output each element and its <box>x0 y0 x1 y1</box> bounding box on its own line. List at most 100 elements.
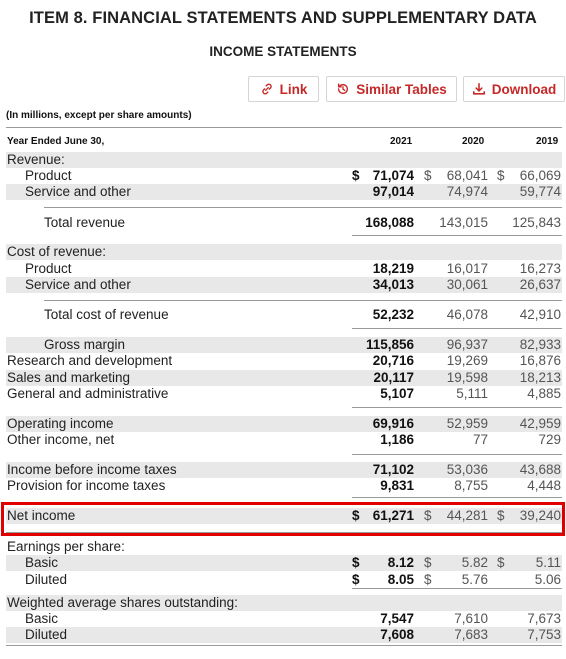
value-cell-2021: 168,088 <box>352 215 414 231</box>
value: 71,074 <box>372 168 414 183</box>
row-divider <box>44 300 562 301</box>
value: 7,683 <box>454 627 488 642</box>
row-label: Operating income <box>7 416 114 431</box>
value: 7,673 <box>527 611 561 626</box>
table-row: Income before income taxes 71,102 53,036 43… <box>6 462 562 478</box>
value: 16,017 <box>446 261 488 276</box>
value: 5.06 <box>534 572 561 587</box>
value-cell-2021: 18,219 <box>352 261 414 277</box>
value: 18,213 <box>519 370 561 385</box>
value-cell-2020: 46,078 <box>424 307 488 323</box>
row-label: Research and development <box>7 353 173 368</box>
value: 44,281 <box>446 508 488 523</box>
table-row: Product 18,219 16,017 16,273 <box>6 261 562 277</box>
value-cell-2021: 7,608 <box>352 627 414 643</box>
download-button[interactable]: Download <box>463 76 565 102</box>
table-row: Weighted average shares outstanding: <box>6 595 562 611</box>
table-row: Total revenue 168,088 143,015 125,843 <box>6 215 562 231</box>
value-cell-2019: 18,213 <box>497 370 561 386</box>
column-header: Year Ended June 30, 2021 2020 2019 <box>6 128 562 155</box>
page-title: ITEM 8. FINANCIAL STATEMENTS AND SUPPLEM… <box>29 9 537 27</box>
download-icon <box>472 82 486 96</box>
value: 71,102 <box>372 462 414 477</box>
value: 16,273 <box>519 261 561 276</box>
value-cell-2020: $44,281 <box>424 508 488 524</box>
row-label: Basic <box>25 611 59 626</box>
value-cell-2020: 52,959 <box>424 416 488 432</box>
value-cell-2021: 97,014 <box>352 184 414 200</box>
row-divider <box>352 328 562 329</box>
currency-symbol: $ <box>497 508 505 523</box>
value-cell-2020: 8,755 <box>424 478 488 494</box>
value-cell-2020: $5.82 <box>424 555 488 571</box>
row-label: Earnings per share: <box>7 539 125 554</box>
value: 168,088 <box>365 215 414 230</box>
value: 59,774 <box>519 184 561 199</box>
row-divider <box>352 407 562 408</box>
row-label: Product <box>25 168 72 183</box>
column-header-2021: 2021 <box>390 136 413 147</box>
table-row: Other income, net 1,186 77 729 <box>6 432 562 448</box>
value: 8.12 <box>387 555 414 570</box>
value-cell-2019: 82,933 <box>497 337 561 353</box>
value-cell-2020: 19,269 <box>424 353 488 369</box>
currency-symbol: $ <box>352 572 360 587</box>
row-divider <box>352 235 562 236</box>
value: 1,186 <box>380 432 414 447</box>
currency-symbol: $ <box>352 508 360 523</box>
value: 5.11 <box>535 555 561 570</box>
value: 77 <box>472 432 488 447</box>
units-note: (In millions, except per share amounts) <box>6 110 192 121</box>
value: 46,078 <box>446 307 488 322</box>
table-row: Cost of revenue: <box>6 244 562 260</box>
value-cell-2021: 20,117 <box>352 370 414 386</box>
value: 74,974 <box>446 184 488 199</box>
value: 20,117 <box>373 370 414 385</box>
value: 16,876 <box>519 353 561 368</box>
value-cell-2020: 143,015 <box>424 215 488 231</box>
value-cell-2020: 30,061 <box>424 277 488 293</box>
value-cell-2021: 1,186 <box>352 432 414 448</box>
value: 7,547 <box>380 611 414 626</box>
table-row: Sales and marketing 20,117 19,598 18,213 <box>6 370 562 386</box>
value: 68,041 <box>446 168 488 183</box>
value-cell-2021: 115,856 <box>352 337 414 353</box>
row-label: Diluted <box>25 572 68 587</box>
value-cell-2019: 26,637 <box>497 277 561 293</box>
link-button[interactable]: Link <box>248 76 319 102</box>
table-row: Earnings per share: <box>6 539 562 555</box>
similar-tables-button[interactable]: Similar Tables <box>326 76 457 102</box>
column-header-2019: 2019 <box>536 136 559 147</box>
currency-symbol: $ <box>497 168 505 183</box>
row-divider <box>352 454 562 455</box>
row-label: Total cost of revenue <box>44 307 169 322</box>
value: 4,885 <box>527 386 561 401</box>
value: 61,271 <box>372 508 414 523</box>
value-cell-2019: 729 <box>497 432 561 448</box>
value-cell-2020: 16,017 <box>424 261 488 277</box>
value-cell-2021: 34,013 <box>352 277 414 293</box>
table-row: Gross margin 115,856 96,937 82,933 <box>6 337 562 353</box>
value: 66,069 <box>519 168 561 183</box>
value: 115,856 <box>365 337 414 352</box>
currency-symbol: $ <box>352 168 360 183</box>
value-cell-2019: 125,843 <box>497 215 561 231</box>
value-cell-2021: 20,716 <box>352 353 414 369</box>
value-cell-2019: 42,910 <box>497 307 561 323</box>
value-cell-2019: $66,069 <box>497 168 561 184</box>
row-label: Net income <box>7 508 76 523</box>
value: 43,688 <box>519 462 561 477</box>
value-cell-2021: $71,074 <box>352 168 414 184</box>
currency-symbol: $ <box>424 168 432 183</box>
history-icon <box>336 82 350 96</box>
value-cell-2019: 42,959 <box>497 416 561 432</box>
net-income-highlight <box>1 502 565 536</box>
value-cell-2021: $8.05 <box>352 572 414 588</box>
table-row: Provision for income taxes 9,831 8,755 4,44… <box>6 478 562 494</box>
value-cell-2020: 7,610 <box>424 611 488 627</box>
table-row: Service and other 97,014 74,974 59,774 <box>6 184 562 200</box>
table-row: Diluted 7,608 7,683 7,753 <box>6 627 562 643</box>
value: 143,015 <box>439 215 488 230</box>
value: 125,843 <box>512 215 561 230</box>
value: 19,269 <box>446 353 488 368</box>
